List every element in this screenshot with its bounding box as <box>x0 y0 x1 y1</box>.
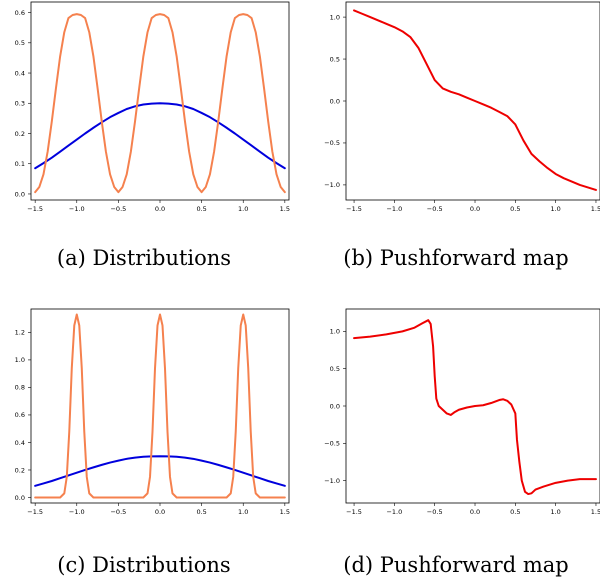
series-line-1 <box>34 13 286 194</box>
x-tick-label: 1.0 <box>550 508 560 516</box>
x-tick-label: −1.0 <box>386 205 402 213</box>
figure-caption: (c) Distributions <box>57 553 230 577</box>
series-line-0 <box>353 9 597 191</box>
chart-b-pushforward-map: −1.5 −1.0 −0.5 0.0 0.5 1.0 1.5 −1.0 −0.5 0.0 0.5 1.… <box>324 1 600 270</box>
chart-d-pushforward-map: −1.5 −1.0 −0.5 0.0 0.5 1.0 1.5 −1.0 −0.5 0.0 0.5 1.… <box>324 308 600 577</box>
figure-caption: (b) Pushforward map <box>343 246 568 270</box>
y-tick-label: 0.2 <box>15 130 25 138</box>
x-tick-label: 0.5 <box>510 205 520 213</box>
y-tick-label: 0.0 <box>15 190 25 198</box>
y-tick-label: 1.0 <box>330 328 340 336</box>
chart-a-distributions: −1.5 −1.0 −0.5 0.0 0.5 1.0 1.5 0.0 0.1 0.2 0.3 0.4 0… <box>15 1 290 270</box>
x-tick-label: −1.5 <box>346 508 362 516</box>
y-tick-label: 1.0 <box>15 356 25 364</box>
x-tick-label: 1.0 <box>238 205 248 213</box>
y-tick-label: −1.0 <box>324 477 340 485</box>
x-tick-label: 0.5 <box>196 205 206 213</box>
x-tick-label: −1.0 <box>69 205 85 213</box>
series-line-0 <box>34 102 286 170</box>
y-tick-label: 0.1 <box>15 160 25 168</box>
y-tick-label: 0.8 <box>15 384 25 392</box>
y-tick-label: 0.0 <box>15 494 25 502</box>
y-tick-label: 0.2 <box>15 466 25 474</box>
y-tick-label: −1.0 <box>324 181 340 189</box>
x-tick-label: −0.5 <box>427 205 443 213</box>
y-tick-label: 0.6 <box>15 411 25 419</box>
x-tick-label: 0.0 <box>155 205 165 213</box>
x-tick-label: −1.0 <box>386 508 402 516</box>
y-tick-label: 0.5 <box>330 55 340 63</box>
y-tick-label: 0.4 <box>15 69 25 77</box>
y-tick-label: 1.2 <box>15 329 25 337</box>
figure-caption: (a) Distributions <box>57 246 231 270</box>
x-tick-label: 0.0 <box>470 508 480 516</box>
x-tick-label: 1.5 <box>280 205 290 213</box>
series-line-1 <box>34 313 286 499</box>
x-tick-label: 1.0 <box>238 508 248 516</box>
y-tick-label: 0.5 <box>330 365 340 373</box>
x-tick-label: −1.5 <box>346 205 362 213</box>
x-tick-label: −0.5 <box>110 508 126 516</box>
plot-frame <box>30 1 290 201</box>
x-tick-label: 1.5 <box>591 205 600 213</box>
x-tick-label: 1.5 <box>591 508 600 516</box>
y-tick-label: −0.5 <box>324 440 340 448</box>
chart-c-distributions: −1.5 −1.0 −0.5 0.0 0.5 1.0 1.5 0.0 0.2 0.4 0.6 0.8 1… <box>15 308 290 577</box>
y-tick-label: 0.6 <box>15 9 25 17</box>
x-tick-label: −0.5 <box>427 508 443 516</box>
y-tick-label: 0.0 <box>330 402 340 410</box>
y-tick-label: 1.0 <box>330 13 340 21</box>
x-tick-label: 0.5 <box>196 508 206 516</box>
figure-caption: (d) Pushforward map <box>343 553 568 577</box>
x-tick-label: −1.5 <box>27 205 43 213</box>
y-tick-label: 0.5 <box>15 39 25 47</box>
x-tick-label: −1.5 <box>27 508 43 516</box>
x-tick-label: 0.0 <box>155 508 165 516</box>
x-tick-label: 0.0 <box>470 205 480 213</box>
y-tick-label: 0.4 <box>15 439 25 447</box>
series-line-0 <box>34 455 286 487</box>
x-tick-label: 1.5 <box>280 508 290 516</box>
series-line-0 <box>353 319 597 496</box>
x-tick-label: 1.0 <box>550 205 560 213</box>
x-tick-label: −1.0 <box>69 508 85 516</box>
x-tick-label: 0.5 <box>510 508 520 516</box>
y-tick-label: 0.3 <box>15 100 25 108</box>
y-tick-label: −0.5 <box>324 139 340 147</box>
x-tick-label: −0.5 <box>110 205 126 213</box>
y-tick-label: 0.0 <box>330 97 340 105</box>
